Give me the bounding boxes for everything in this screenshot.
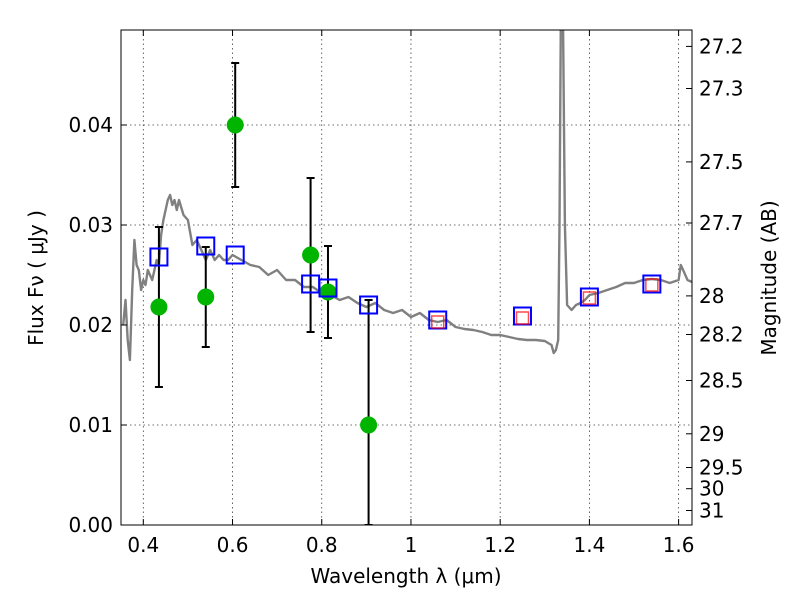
x-tick-label: 1 [405,533,418,557]
observed-point [150,298,168,316]
y-tick-label: 0.00 [68,513,113,537]
spectrum-line [122,30,692,362]
model-square [196,236,216,256]
observed-point [302,246,320,264]
right-tick-label: 28.2 [699,323,744,347]
right-tick-label: 29 [699,422,724,446]
y-tick-label: 0.04 [68,113,113,137]
x-tick-label: 0.8 [306,533,338,557]
x-axis-label: Wavelength λ (μm) [310,564,501,588]
observed-point [360,416,378,434]
right-axis-label: Magnitude (AB) [757,200,781,355]
right-tick-label: 29.5 [699,456,744,480]
right-tick-label: 31 [699,499,724,523]
x-tick-label: 0.6 [217,533,249,557]
observed-point [226,116,244,134]
nir-square [430,315,445,329]
axes: 0.4 0.6 0.8 1 1.2 1.4 1.6 0.00 0.01 0.02 0.03 0.04 2… [68,30,744,557]
x-tick-label: 1.6 [663,533,695,557]
right-tick-label: 30 [699,477,724,501]
x-tick-label: 0.4 [127,533,159,557]
model-square [642,274,662,294]
model-square [225,245,245,265]
plot-frame [120,29,693,526]
model-square [318,278,338,298]
y-tick-label: 0.03 [68,213,113,237]
plot-area [122,30,692,525]
right-tick-label: 27.7 [699,211,744,235]
x-tick-label: 1.2 [484,533,516,557]
right-tick-label: 27.5 [699,150,744,174]
nir-square [645,278,659,292]
model-square [149,247,169,267]
observed-point [319,283,337,301]
y-tick-label: 0.02 [68,313,113,337]
right-tick-label: 27.3 [699,77,744,101]
right-tick-label: 28.5 [699,369,744,393]
y-tick-label: 0.01 [68,413,113,437]
y-axis-label: Flux Fν ( μJy ) [24,210,48,346]
right-tick-label: 28 [699,284,724,308]
x-tick-label: 1.4 [573,533,605,557]
model-square [359,295,379,315]
model-square [579,287,599,307]
right-tick-label: 27.2 [699,34,744,58]
nir-square [582,291,597,305]
nir-square [515,311,530,325]
observed-point [197,288,215,306]
